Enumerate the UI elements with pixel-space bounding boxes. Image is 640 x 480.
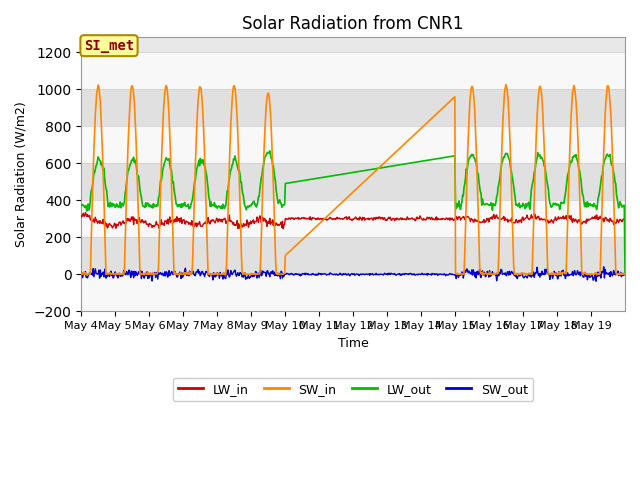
- Bar: [81, 89, 625, 126]
- Legend: LW_in, SW_in, LW_out, SW_out: LW_in, SW_in, LW_out, SW_out: [173, 378, 534, 401]
- Bar: [81, 163, 625, 200]
- Text: SI_met: SI_met: [84, 39, 134, 53]
- Bar: [81, 200, 625, 237]
- Title: Solar Radiation from CNR1: Solar Radiation from CNR1: [243, 15, 464, 33]
- X-axis label: Time: Time: [338, 336, 369, 349]
- Bar: [81, 52, 625, 89]
- Bar: [81, 274, 625, 311]
- Bar: [81, 126, 625, 163]
- Y-axis label: Solar Radiation (W/m2): Solar Radiation (W/m2): [15, 101, 28, 247]
- Bar: [81, 237, 625, 274]
